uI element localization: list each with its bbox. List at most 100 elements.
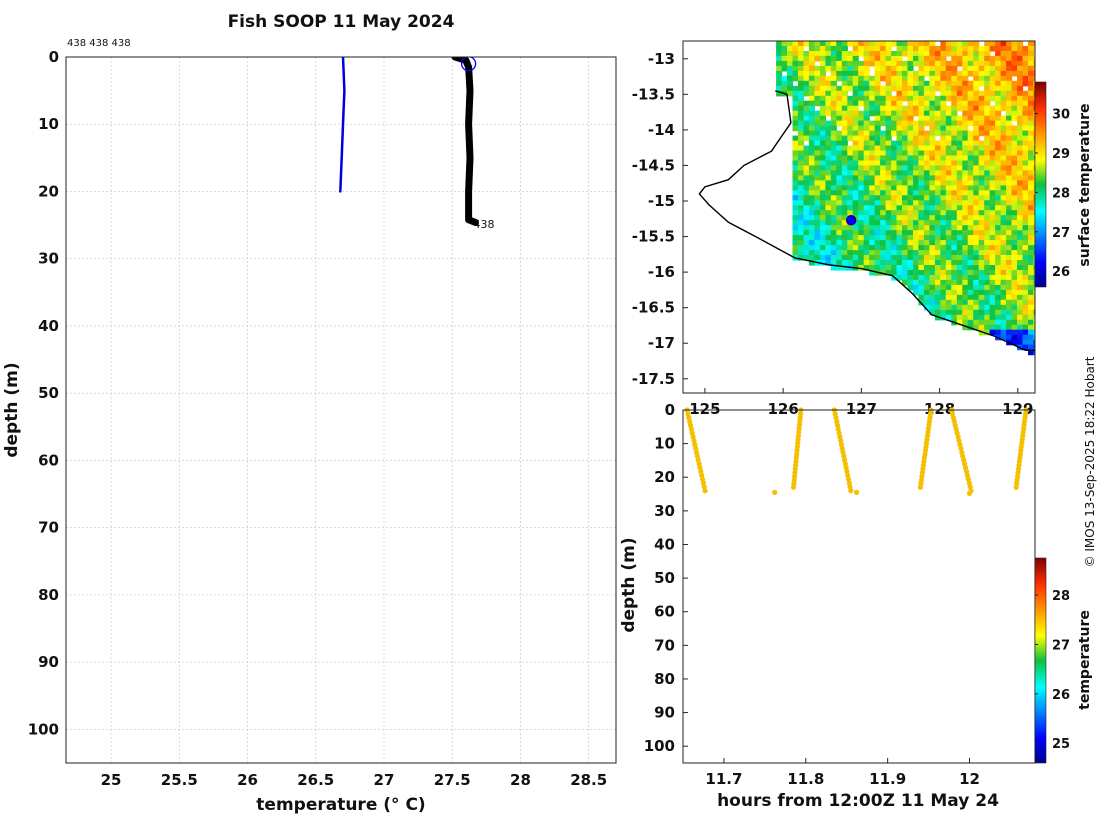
sst-cell — [1011, 135, 1018, 142]
sst-cell — [956, 70, 963, 77]
sst-cell — [825, 220, 832, 226]
sst-cell — [973, 100, 980, 107]
sst-cell — [913, 215, 920, 221]
sst-cell — [836, 55, 843, 62]
sst-cell — [847, 100, 854, 107]
sst-cell — [940, 314, 947, 321]
sst-cell — [1022, 225, 1029, 231]
sst-cell — [907, 265, 914, 271]
sst-cell — [956, 309, 963, 316]
sst-cell — [1000, 140, 1007, 147]
sst-cell — [984, 75, 991, 82]
sst-cell — [989, 115, 996, 122]
sst-cell — [945, 75, 952, 82]
sst-cell — [934, 150, 941, 157]
sst-cell — [803, 155, 810, 162]
sst-cell — [989, 215, 996, 221]
sst-cell — [808, 190, 815, 196]
sst-cell — [869, 105, 876, 112]
sst-cell — [891, 115, 898, 122]
sst-cell — [874, 100, 881, 107]
sst-cell — [956, 215, 963, 221]
sst-cell — [984, 125, 991, 132]
sst-cell — [1022, 160, 1029, 167]
sst-cell — [918, 85, 925, 92]
sst-cell — [891, 240, 898, 246]
sst-cell — [808, 135, 815, 142]
sst-cell — [967, 110, 974, 117]
sst-cell — [880, 95, 887, 102]
sst-cell — [978, 309, 985, 316]
sst-cell — [830, 215, 837, 221]
sst-cell — [1022, 190, 1029, 196]
sst-cell — [803, 230, 810, 236]
sst-cell — [907, 225, 914, 231]
sst-cell — [934, 165, 941, 171]
sst-cell — [923, 175, 930, 181]
sst-cell — [1017, 55, 1024, 62]
sst-cell — [978, 90, 985, 97]
sst-cell — [918, 55, 925, 62]
sst-cell — [792, 135, 799, 142]
sst-cell — [814, 125, 821, 132]
sst-cell — [869, 160, 876, 167]
sst-cell — [803, 90, 810, 97]
sst-cell — [989, 205, 996, 211]
sst-cell — [945, 135, 952, 142]
sst-cell — [934, 240, 941, 246]
sst-cell — [929, 205, 936, 211]
sst-cell — [923, 150, 930, 157]
sst-cell — [1017, 135, 1024, 142]
sst-cell — [869, 230, 876, 236]
sst-cell — [792, 75, 799, 82]
sst-cell — [841, 155, 848, 162]
sst-cell — [1028, 125, 1035, 132]
sst-cell — [1011, 130, 1018, 137]
sst-cell — [891, 260, 898, 266]
sst-cell — [808, 215, 815, 221]
sst-cell — [1006, 135, 1013, 142]
sst-cell — [923, 145, 930, 152]
profile-start-marker — [460, 57, 477, 72]
sst-cell — [847, 95, 854, 102]
sst-cell — [907, 255, 914, 261]
sst-cell — [967, 195, 974, 201]
sst-cell — [913, 55, 920, 62]
sst-cell — [792, 230, 799, 236]
sst-cell — [962, 105, 969, 112]
sst-cell — [923, 130, 930, 137]
sst-cell — [1011, 339, 1018, 346]
sst-cell — [984, 60, 991, 67]
sst-cell — [792, 51, 799, 57]
sst-cell — [803, 135, 810, 142]
sst-cell — [940, 250, 947, 256]
sst-cell — [929, 170, 936, 176]
sst-cell — [808, 120, 815, 127]
sst-cell — [1011, 284, 1018, 291]
sst-cell — [869, 185, 876, 191]
sst-cell — [995, 255, 1002, 261]
sst-cell — [814, 240, 821, 246]
sst-cell — [1028, 110, 1035, 117]
sst-cell — [1022, 90, 1029, 97]
sst-cell — [869, 130, 876, 137]
sst-cell — [929, 185, 936, 191]
sst-cell — [951, 190, 958, 196]
sst-cell — [956, 165, 963, 171]
sst-cell — [1000, 70, 1007, 77]
sst-cell — [825, 175, 832, 181]
sst-cell — [934, 70, 941, 77]
sst-cell — [1011, 190, 1018, 196]
sst-cell — [880, 85, 887, 92]
sst-cell — [869, 135, 876, 142]
sst-cell — [913, 75, 920, 82]
sst-cell — [907, 55, 914, 62]
sst-cell — [967, 205, 974, 211]
sst-cell — [896, 270, 903, 276]
sst-cell — [819, 110, 826, 117]
sst-cell — [962, 145, 969, 152]
sst-cell — [978, 245, 985, 251]
sst-cell — [863, 180, 870, 186]
sst-cell — [869, 41, 876, 47]
sst-cell — [1017, 205, 1024, 211]
